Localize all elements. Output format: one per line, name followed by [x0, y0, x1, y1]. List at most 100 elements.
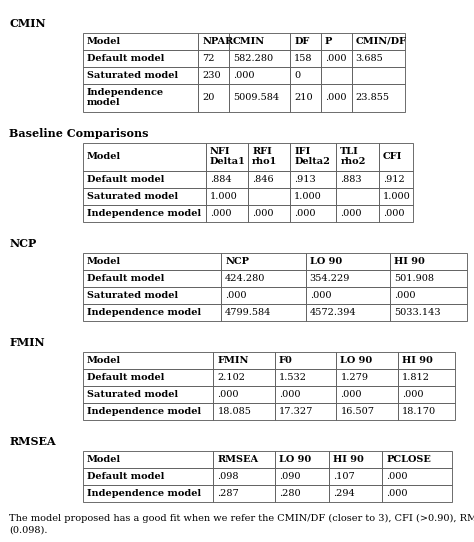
FancyBboxPatch shape [83, 485, 213, 501]
Text: 72: 72 [202, 54, 215, 62]
Text: Model: Model [87, 256, 121, 266]
FancyBboxPatch shape [398, 403, 456, 420]
FancyBboxPatch shape [352, 33, 405, 49]
Text: CMIN: CMIN [9, 17, 46, 29]
Text: .107: .107 [333, 472, 355, 481]
FancyBboxPatch shape [248, 143, 290, 171]
Text: .884: .884 [210, 175, 231, 184]
FancyBboxPatch shape [290, 33, 321, 49]
FancyBboxPatch shape [213, 403, 275, 420]
FancyBboxPatch shape [352, 49, 405, 67]
FancyBboxPatch shape [290, 188, 337, 204]
FancyBboxPatch shape [328, 485, 383, 501]
Text: LO 90: LO 90 [279, 455, 311, 463]
Text: 1.812: 1.812 [402, 372, 430, 382]
FancyBboxPatch shape [221, 287, 306, 304]
FancyBboxPatch shape [198, 67, 229, 83]
FancyBboxPatch shape [221, 253, 306, 269]
FancyBboxPatch shape [248, 171, 290, 188]
FancyBboxPatch shape [221, 304, 306, 320]
FancyBboxPatch shape [398, 385, 456, 403]
Text: Default model: Default model [87, 274, 164, 282]
Text: .000: .000 [386, 488, 408, 498]
FancyBboxPatch shape [352, 83, 405, 112]
FancyBboxPatch shape [390, 269, 467, 287]
FancyBboxPatch shape [83, 204, 206, 222]
Text: IFI
Delta2: IFI Delta2 [294, 147, 330, 166]
FancyBboxPatch shape [290, 143, 337, 171]
FancyBboxPatch shape [275, 352, 337, 369]
Text: .000: .000 [340, 390, 362, 398]
FancyBboxPatch shape [379, 171, 413, 188]
FancyBboxPatch shape [383, 450, 452, 468]
Text: TLI
rho2: TLI rho2 [340, 147, 366, 166]
FancyBboxPatch shape [83, 171, 206, 188]
Text: .280: .280 [279, 488, 301, 498]
FancyBboxPatch shape [398, 369, 456, 385]
Text: Independence model: Independence model [87, 406, 201, 416]
Text: NCP: NCP [9, 237, 36, 249]
Text: The model proposed has a good fit when we refer the CMIN/DF (closer to 3), CFI (: The model proposed has a good fit when w… [9, 514, 474, 534]
FancyBboxPatch shape [198, 33, 229, 49]
Text: HI 90: HI 90 [333, 455, 364, 463]
FancyBboxPatch shape [206, 204, 248, 222]
Text: HI 90: HI 90 [394, 256, 425, 266]
FancyBboxPatch shape [248, 188, 290, 204]
FancyBboxPatch shape [275, 468, 328, 485]
Text: Saturated model: Saturated model [87, 191, 178, 201]
FancyBboxPatch shape [229, 83, 290, 112]
FancyBboxPatch shape [275, 450, 328, 468]
Text: Independence model: Independence model [87, 488, 201, 498]
Text: 3.685: 3.685 [356, 54, 383, 62]
FancyBboxPatch shape [337, 352, 398, 369]
FancyBboxPatch shape [321, 67, 352, 83]
FancyBboxPatch shape [379, 204, 413, 222]
Text: 1.000: 1.000 [294, 191, 322, 201]
FancyBboxPatch shape [229, 67, 290, 83]
FancyBboxPatch shape [83, 33, 198, 49]
FancyBboxPatch shape [328, 450, 383, 468]
Text: Saturated model: Saturated model [87, 70, 178, 80]
Text: 210: 210 [294, 93, 313, 102]
FancyBboxPatch shape [248, 204, 290, 222]
Text: Saturated model: Saturated model [87, 291, 178, 300]
Text: LO 90: LO 90 [310, 256, 342, 266]
Text: 230: 230 [202, 70, 221, 80]
FancyBboxPatch shape [83, 49, 198, 67]
FancyBboxPatch shape [321, 83, 352, 112]
FancyBboxPatch shape [206, 188, 248, 204]
FancyBboxPatch shape [83, 352, 213, 369]
Text: 5033.143: 5033.143 [394, 307, 441, 317]
Text: Model: Model [87, 455, 121, 463]
Text: .000: .000 [294, 209, 316, 217]
FancyBboxPatch shape [229, 49, 290, 67]
FancyBboxPatch shape [83, 385, 213, 403]
Text: Default model: Default model [87, 372, 164, 382]
FancyBboxPatch shape [337, 143, 379, 171]
Text: .000: .000 [279, 390, 301, 398]
Text: .000: .000 [383, 209, 404, 217]
Text: Baseline Comparisons: Baseline Comparisons [9, 127, 149, 139]
Text: 17.327: 17.327 [279, 406, 313, 416]
Text: PCLOSE: PCLOSE [386, 455, 431, 463]
Text: .000: .000 [210, 209, 231, 217]
Text: 1.000: 1.000 [210, 191, 237, 201]
Text: Default model: Default model [87, 175, 164, 184]
FancyBboxPatch shape [328, 468, 383, 485]
FancyBboxPatch shape [275, 403, 337, 420]
FancyBboxPatch shape [379, 188, 413, 204]
Text: 424.280: 424.280 [225, 274, 265, 282]
Text: NPAR: NPAR [202, 36, 233, 46]
FancyBboxPatch shape [306, 253, 390, 269]
Text: Model: Model [87, 36, 121, 46]
FancyBboxPatch shape [213, 450, 275, 468]
FancyBboxPatch shape [321, 49, 352, 67]
FancyBboxPatch shape [390, 253, 467, 269]
Text: Independence
model: Independence model [87, 88, 164, 107]
FancyBboxPatch shape [213, 352, 275, 369]
FancyBboxPatch shape [290, 67, 321, 83]
FancyBboxPatch shape [390, 304, 467, 320]
FancyBboxPatch shape [83, 188, 206, 204]
FancyBboxPatch shape [290, 171, 337, 188]
FancyBboxPatch shape [83, 67, 198, 83]
